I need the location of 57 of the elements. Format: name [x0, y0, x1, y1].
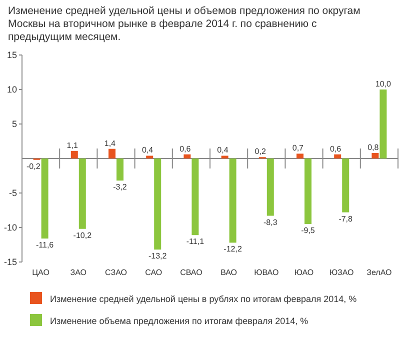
data-label: 0,8 — [368, 142, 380, 152]
bar — [78, 158, 86, 229]
data-label: -12,2 — [224, 244, 242, 254]
data-label: -7,8 — [338, 214, 354, 224]
bar — [184, 154, 191, 158]
bar — [372, 152, 379, 158]
x-tick-label: ЮВАО — [254, 268, 279, 277]
data-label: 1,1 — [66, 140, 78, 150]
data-label: -11,6 — [36, 240, 54, 250]
data-label: 0,4 — [142, 146, 154, 155]
x-tick-label: САО — [145, 268, 162, 277]
data-label: -8,3 — [264, 218, 278, 227]
y-tick-label: -10 — [4, 222, 17, 232]
bar — [266, 158, 274, 216]
x-tick-label: ВАО — [220, 268, 238, 277]
bar — [229, 158, 236, 243]
y-tick-label: 5 — [12, 119, 17, 129]
y-tick-label: -15 — [4, 257, 17, 267]
bar — [192, 158, 199, 236]
x-tick-label: СЗАО — [105, 268, 127, 277]
bar — [304, 158, 312, 224]
data-label: 0,7 — [292, 144, 304, 153]
x-tick-label: ЗелАО — [366, 268, 392, 277]
legend-label: Изменение объема предложения по итогам февраля 2014, % — [50, 316, 308, 326]
bar — [296, 154, 304, 158]
data-label: -13,2 — [148, 252, 168, 261]
x-tick-label: ЮЗАО — [329, 268, 354, 277]
y-tick-label: 15 — [6, 50, 17, 60]
data-label: -9,5 — [301, 226, 316, 236]
data-label: -0,2 — [26, 162, 41, 171]
bar — [70, 150, 78, 158]
y-tick-label: 10 — [6, 84, 17, 94]
bar — [116, 158, 124, 181]
x-tick-label: СВАО — [180, 268, 202, 277]
data-label: 0,4 — [217, 146, 229, 155]
data-label: -10,2 — [73, 230, 92, 240]
data-label: -11,1 — [186, 237, 205, 246]
x-tick-label: ЦАО — [32, 268, 50, 277]
bar — [380, 90, 387, 158]
bar — [108, 148, 116, 158]
bar — [334, 154, 342, 158]
data-label: 0,2 — [254, 147, 266, 156]
data-label: 1,4 — [104, 138, 116, 148]
data-label: 0,6 — [330, 144, 342, 154]
data-label: -3,2 — [113, 182, 128, 192]
bar — [146, 156, 154, 158]
bar — [41, 158, 48, 239]
y-tick-label: -5 — [8, 188, 17, 198]
bar — [154, 158, 162, 250]
chart-title: Изменение средней удельной цены и объемов предложения по округам Москвы на вторичном рынке в феврале 2014 г. по сравнению с предыдущим месяцем. — [8, 5, 360, 43]
bar — [342, 158, 350, 212]
data-label: 10,0 — [375, 80, 392, 88]
legend-label: Изменение средней удельной цены в рублях по итогам февраля 2014, % — [50, 294, 357, 304]
bar — [221, 156, 228, 158]
x-tick-label: ЮАО — [294, 268, 314, 277]
data-label: 0,6 — [180, 144, 192, 154]
x-tick-label: ЗАО — [70, 268, 87, 277]
